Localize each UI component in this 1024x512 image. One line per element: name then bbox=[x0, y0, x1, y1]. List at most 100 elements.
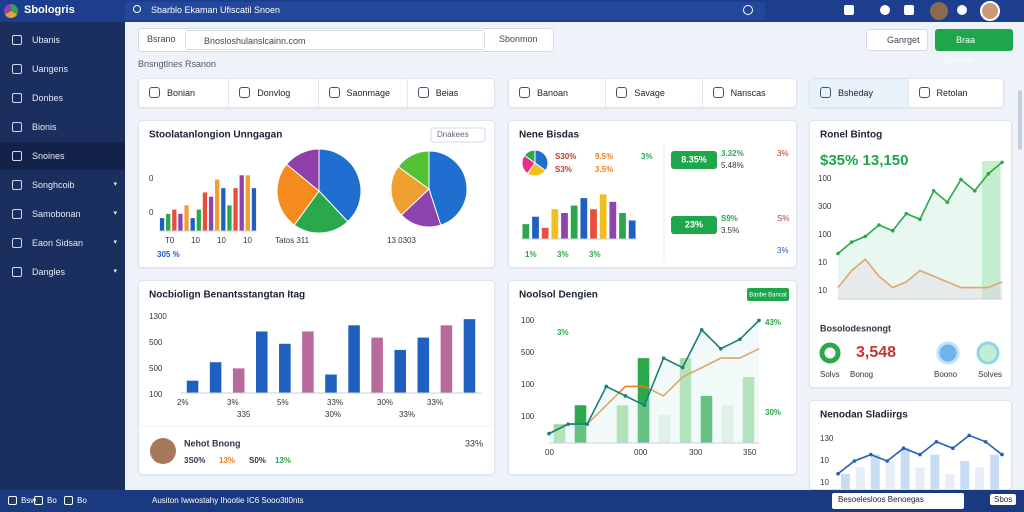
search-bar[interactable]: Sbarblo Ekaman Ufiscatil Snoen bbox=[125, 2, 765, 20]
sidebar-item[interactable]: Snoines bbox=[0, 142, 125, 170]
bar bbox=[522, 224, 530, 239]
label: 5.48% bbox=[721, 161, 744, 170]
chevron: ▾ bbox=[113, 210, 117, 217]
tab-icon bbox=[239, 87, 251, 98]
avatar[interactable] bbox=[930, 2, 948, 20]
icon-button[interactable] bbox=[957, 5, 967, 15]
sidebar-item[interactable]: Eaon Sidsan ▾ bbox=[0, 229, 125, 257]
label: 33% bbox=[465, 438, 483, 448]
point bbox=[904, 211, 909, 216]
footer-end[interactable]: Sbos bbox=[990, 494, 1017, 505]
bar bbox=[541, 227, 549, 239]
input-text: Bnosloshulanslcainn.com bbox=[204, 36, 306, 46]
bar bbox=[463, 319, 476, 393]
sidebar-item[interactable]: Dangles ▾ bbox=[0, 258, 125, 286]
label: 100 bbox=[818, 230, 832, 239]
section-label: Bnsngtlnes Rsanon bbox=[138, 59, 217, 69]
label: T0 bbox=[165, 236, 175, 245]
bar bbox=[915, 467, 925, 489]
point bbox=[661, 356, 666, 360]
label: S% bbox=[777, 214, 789, 223]
bar bbox=[840, 473, 850, 489]
bar bbox=[945, 473, 955, 489]
sidebar-item[interactable]: Songhcoib ▾ bbox=[0, 171, 125, 199]
footer-item[interactable]: Bo bbox=[77, 496, 87, 505]
logo[interactable]: Sbologris bbox=[24, 4, 75, 16]
point bbox=[869, 452, 873, 457]
top-bar: Sbologris Sbarblo Ekaman Ufiscatil Snoen bbox=[0, 0, 1024, 22]
label: 10 bbox=[818, 286, 827, 295]
bar bbox=[208, 196, 214, 231]
tab[interactable]: Savage bbox=[605, 79, 701, 107]
footer-select[interactable]: Besoelesloos Benoegas bbox=[832, 493, 964, 509]
tab[interactable]: Beias bbox=[406, 79, 496, 107]
pie-slice bbox=[390, 165, 430, 216]
pie-slice bbox=[523, 149, 536, 164]
sidebar-item[interactable]: Donbes bbox=[0, 84, 125, 112]
pill bbox=[671, 216, 717, 234]
point bbox=[738, 337, 742, 342]
tab[interactable]: Bsheday bbox=[810, 79, 908, 107]
point bbox=[604, 384, 609, 389]
tab-group: Bsheday Retolan bbox=[809, 78, 1004, 108]
label: 30% bbox=[377, 398, 393, 407]
bar bbox=[930, 454, 940, 489]
footer-item[interactable]: Bsw bbox=[21, 496, 37, 505]
label: 500 bbox=[149, 338, 163, 347]
bar bbox=[215, 179, 220, 231]
label: Tatos 311 bbox=[275, 236, 310, 245]
point bbox=[967, 433, 971, 438]
icon-button[interactable] bbox=[844, 5, 854, 15]
area bbox=[549, 320, 759, 443]
bar bbox=[202, 192, 208, 231]
tab-label: Beias bbox=[435, 88, 459, 98]
icon-button[interactable] bbox=[880, 5, 890, 15]
pie-slice bbox=[534, 149, 549, 172]
icon-button[interactable] bbox=[904, 5, 914, 15]
sidebar-label: Bionis bbox=[32, 122, 57, 132]
point bbox=[836, 472, 840, 476]
sidebar-item[interactable]: Uangens bbox=[0, 55, 125, 83]
sidebar-label: Donbes bbox=[32, 93, 64, 103]
tab[interactable]: Donvlog bbox=[228, 79, 317, 107]
bar bbox=[637, 358, 650, 443]
point bbox=[1000, 160, 1004, 165]
bar bbox=[251, 188, 257, 231]
label: 10 bbox=[820, 456, 829, 465]
pie-slice bbox=[293, 190, 349, 234]
tab-label: Banoan bbox=[537, 88, 569, 98]
tab[interactable]: Saonmage bbox=[317, 79, 407, 107]
bar bbox=[279, 343, 291, 393]
sidebar-label: Ubanis bbox=[32, 35, 61, 45]
footer-icon bbox=[8, 496, 17, 505]
filter-input[interactable]: Bnosloshulanslcainn.com bbox=[185, 30, 485, 50]
bar bbox=[371, 337, 383, 393]
sidebar-item[interactable]: Bionis bbox=[0, 113, 125, 141]
tab[interactable]: Bonian bbox=[139, 79, 228, 107]
footer-item[interactable]: Bo bbox=[47, 496, 57, 505]
sidebar-icon bbox=[12, 122, 22, 132]
sidebar-item[interactable]: Ubanis bbox=[0, 26, 125, 54]
sidebar-item[interactable]: Samobonan ▾ bbox=[0, 200, 125, 228]
button[interactable]: Ganrget bbox=[866, 29, 928, 51]
tab[interactable]: Banoan bbox=[509, 79, 605, 107]
point bbox=[972, 189, 977, 193]
filter-select[interactable]: Sbonmon bbox=[499, 34, 538, 44]
profile-avatar[interactable] bbox=[980, 1, 1000, 21]
footer-item[interactable]: Ausiton Iwwostahy Ihootie IC6 Sooo3tl0nt… bbox=[152, 496, 304, 505]
primary-button[interactable]: Braa Sbonas bbox=[935, 29, 1013, 65]
tab[interactable]: Retolan bbox=[907, 79, 1006, 107]
label: 3% bbox=[589, 250, 601, 259]
label: 2% bbox=[177, 398, 189, 407]
footer-bar: Bsw Bo Bo Ausiton Iwwostahy Ihootie IC6 Soo… bbox=[0, 490, 1024, 512]
label: Dnakees bbox=[437, 130, 469, 139]
tab[interactable]: Nanscas bbox=[701, 79, 798, 107]
bar bbox=[172, 209, 177, 231]
label: Boono bbox=[934, 370, 958, 379]
label: Solvs bbox=[820, 370, 840, 379]
label: 23% bbox=[685, 219, 703, 229]
scrollbar[interactable] bbox=[1018, 90, 1022, 150]
search-button[interactable] bbox=[743, 5, 753, 15]
label: 30% bbox=[765, 408, 781, 417]
sidebar-icon bbox=[12, 238, 22, 248]
